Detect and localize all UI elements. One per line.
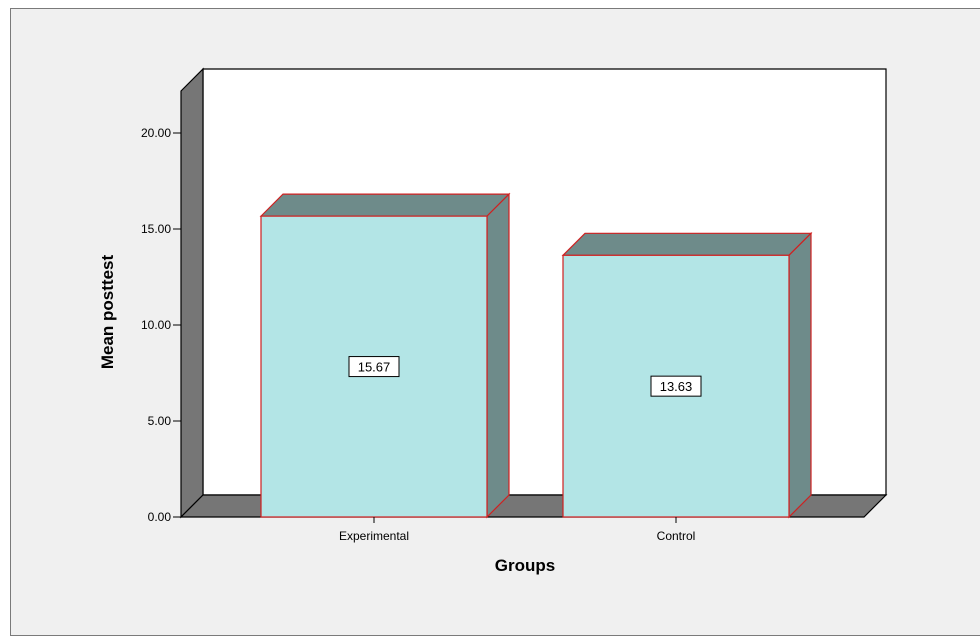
- x-tick-label: Control: [657, 529, 696, 543]
- chart-svg: 0.00 5.00 10.00 15.00 20.00 15.67 13.63 Exper…: [98, 67, 888, 575]
- y-tick-label: 10.00: [141, 318, 171, 332]
- y-tick-label: 15.00: [141, 222, 171, 236]
- chart-frame: 0.00 5.00 10.00 15.00 20.00 15.67 13.63 Exper…: [10, 8, 980, 636]
- y-tick-label: 0.00: [148, 510, 172, 524]
- y-tick-label: 20.00: [141, 126, 171, 140]
- y-tick-label: 5.00: [148, 414, 172, 428]
- bar-group: 13.63: [561, 231, 813, 519]
- x-tick-label: Experimental: [339, 529, 409, 543]
- bar-top: [561, 232, 813, 256]
- data-label-box: [348, 356, 400, 378]
- data-label-box: [650, 375, 702, 397]
- bar-side: [788, 231, 812, 519]
- y-axis-title: Mean posttest: [98, 255, 117, 370]
- data-label: 15.67: [358, 360, 391, 375]
- bar-group: 15.67: [259, 192, 511, 519]
- bar-top: [259, 193, 511, 217]
- x-axis-title: Groups: [495, 556, 555, 575]
- side-wall: [180, 67, 204, 519]
- bar-side: [486, 192, 510, 519]
- data-label: 13.63: [660, 379, 693, 394]
